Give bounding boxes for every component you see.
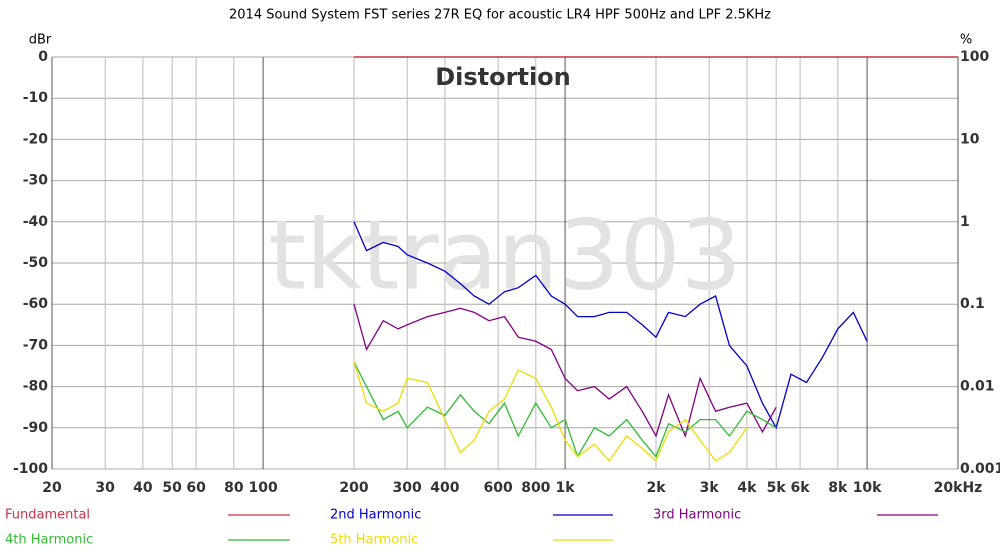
y2-tick-label: 0.001 (960, 461, 1000, 477)
x-tick-label: 400 (430, 480, 459, 496)
series-line (353, 361, 748, 462)
y2-tick-label: 10 (960, 131, 980, 147)
y-tick-label: -60 (23, 296, 49, 312)
y2-axis-label: % (960, 33, 972, 48)
y-axis-label: dBr (29, 33, 52, 48)
y-tick-label: -70 (23, 337, 49, 353)
x-tick-label: 20 (42, 480, 62, 496)
x-tick-label: 40 (133, 480, 153, 496)
series-line (353, 361, 777, 459)
y2-tick-label: 0.1 (960, 296, 985, 312)
x-tick-label: 200 (339, 480, 368, 496)
chart-title: 2014 Sound System FST series 27R EQ for … (229, 8, 771, 23)
legend-label: 5th Harmonic (330, 533, 418, 548)
x-tick-label: 80 (224, 480, 244, 496)
series-line (353, 304, 777, 439)
x-tick-label: 100 (248, 480, 277, 496)
y-tick-label: -100 (13, 461, 48, 477)
legend-label: 4th Harmonic (5, 533, 93, 548)
x-tick-label: 20kHz (934, 480, 983, 496)
x-tick-label: 3k (700, 480, 720, 496)
x-tick-label: 600 (483, 480, 512, 496)
y-tick-label: 0 (38, 49, 48, 65)
x-tick-label: 4k (737, 480, 757, 496)
y2-tick-label: 1 (960, 214, 970, 230)
legend-label: 3rd Harmonic (653, 508, 741, 523)
annotation: Distortion (435, 63, 571, 91)
y-tick-label: -30 (23, 173, 49, 189)
x-tick-label: 1k (556, 480, 576, 496)
x-tick-label: 6k (791, 480, 811, 496)
y-tick-label: -80 (23, 379, 49, 395)
y-tick-label: -90 (23, 420, 49, 436)
x-tick-label: 800 (521, 480, 550, 496)
x-tick-label: 2k (646, 480, 666, 496)
x-tick-label: 5k (767, 480, 787, 496)
x-tick-label: 60 (186, 480, 206, 496)
y-tick-label: -20 (23, 131, 49, 147)
x-tick-label: 50 (162, 480, 182, 496)
series-line (353, 221, 868, 430)
y-tick-label: -10 (23, 90, 49, 106)
legend-label: 2nd Harmonic (330, 508, 421, 523)
watermark: tktran303 (268, 199, 741, 311)
x-tick-label: 30 (95, 480, 115, 496)
y2-tick-label: 100 (960, 49, 989, 65)
y2-tick-label: 0.01 (960, 379, 995, 395)
x-tick-label: 300 (393, 480, 422, 496)
x-tick-label: 8k (828, 480, 848, 496)
y-tick-label: -50 (23, 255, 49, 271)
x-tick-label: 10k (853, 480, 882, 496)
y-tick-label: -40 (23, 214, 49, 230)
legend-label: Fundamental (5, 508, 90, 523)
